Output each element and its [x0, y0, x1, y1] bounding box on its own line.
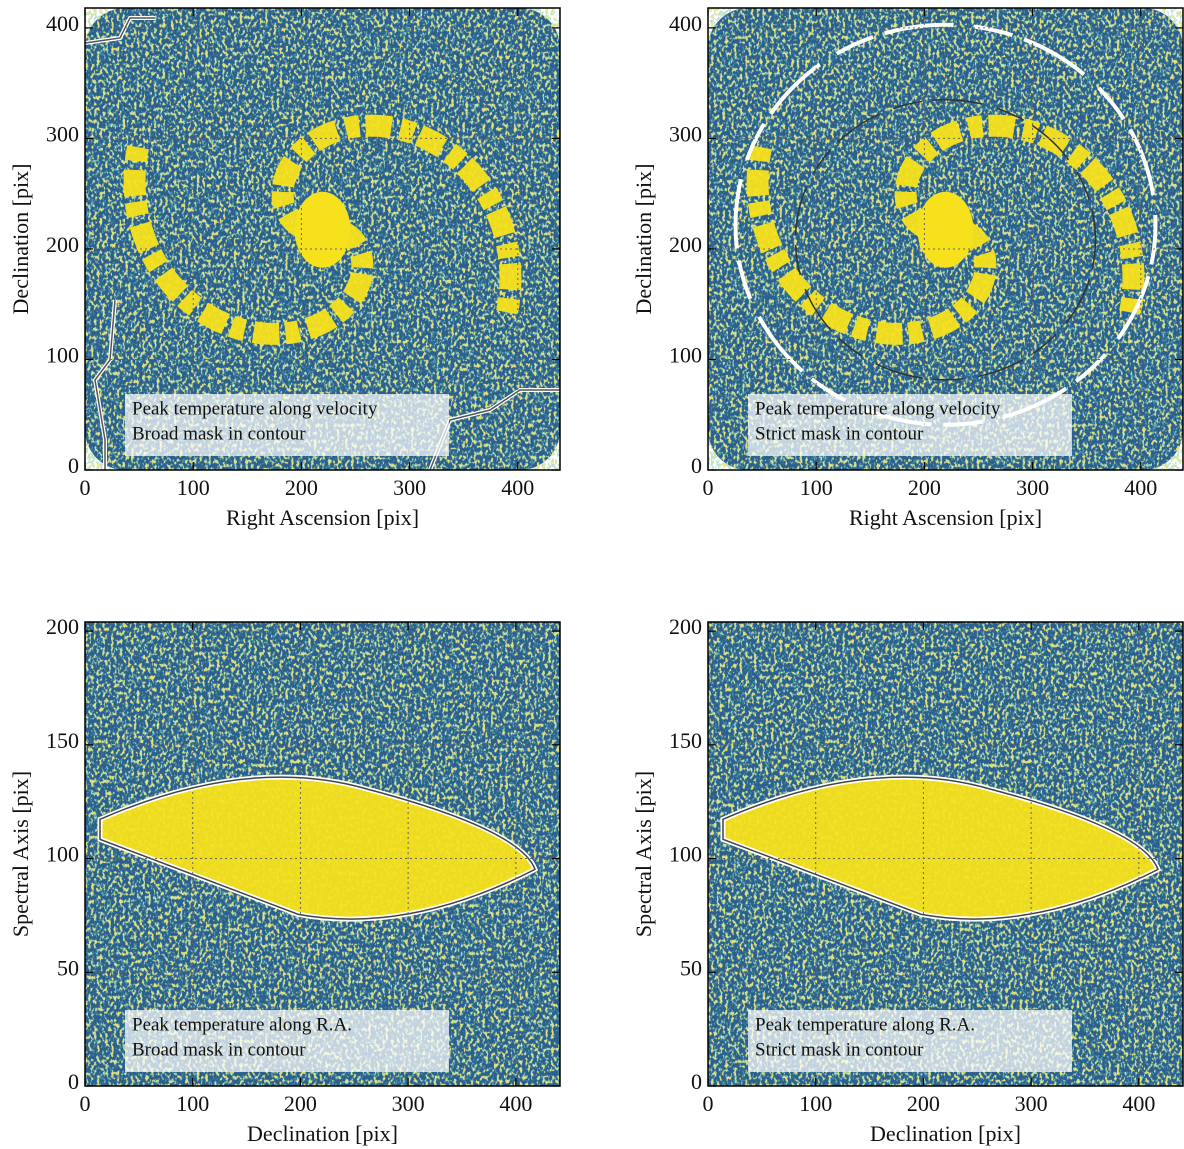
x-tick-label: 300 [1016, 475, 1049, 500]
axes-frame [84, 7, 561, 471]
x-tick-label: 400 [1122, 1091, 1155, 1116]
x-tick-label: 400 [1124, 475, 1157, 500]
mask-contour [99, 776, 536, 920]
x-axis-label: Declination [pix] [247, 1121, 398, 1146]
annotation-box [125, 394, 449, 456]
y-tick-label: 0 [68, 453, 79, 478]
axes: 0 100 200 300 400 0 100 200 300 400 Right Ascensio… [8, 7, 561, 530]
y-tick-label: 100 [46, 842, 79, 867]
x-tick-label: 400 [499, 1091, 532, 1116]
x-tick-label: 100 [800, 475, 833, 500]
y-tick-label: 100 [669, 842, 702, 867]
x-tick-label: 100 [799, 1091, 832, 1116]
panel [85, 8, 560, 470]
annotation: Peak temperature along R.A. [755, 1014, 975, 1035]
galaxy-core [917, 191, 974, 268]
y-tick-label: 200 [669, 614, 702, 639]
y-tick-label: 400 [669, 11, 702, 36]
axes: 0 100 200 300 400 0 50 100 150 200 Declination [pi… [8, 614, 561, 1146]
annotation: Peak temperature along velocity [132, 398, 378, 419]
annotation: Peak temperature along velocity [755, 398, 1001, 419]
y-tick-label: 200 [669, 232, 702, 257]
y-tick-label: 150 [46, 728, 79, 753]
y-tick-label: 150 [669, 728, 702, 753]
y-tick-label: 200 [46, 232, 79, 257]
x-tick-label: 0 [703, 475, 714, 500]
axes: 0 100 200 300 400 0 100 200 300 400 Right Ascensio… [631, 7, 1184, 530]
mask-contour [794, 99, 1097, 381]
spiral-arms [123, 114, 522, 345]
x-tick-label: 300 [393, 475, 426, 500]
panel [708, 622, 1183, 1086]
y-tick-label: 0 [68, 1069, 79, 1094]
y-axis-label: Spectral Axis [pix] [631, 771, 656, 937]
galaxy-core [294, 191, 351, 268]
x-tick-label: 100 [177, 475, 210, 500]
axes: 0 100 200 300 400 0 50 100 150 200 Declination [pi… [631, 614, 1184, 1146]
axes-frame [707, 621, 1184, 1087]
x-tick-label: 200 [285, 475, 318, 500]
y-axis-label: Declination [pix] [631, 164, 656, 315]
annotation-box [125, 1010, 449, 1072]
x-tick-label: 0 [80, 1091, 91, 1116]
spiral-arms [746, 114, 1145, 345]
emission-region [723, 777, 1158, 920]
y-tick-label: 100 [669, 343, 702, 368]
y-axis-label: Declination [pix] [8, 164, 33, 315]
x-axis-label: Declination [pix] [870, 1121, 1021, 1146]
y-tick-label: 50 [680, 955, 702, 980]
x-tick-label: 0 [80, 475, 91, 500]
mask-contour [722, 776, 1159, 920]
y-tick-label: 400 [46, 11, 79, 36]
x-tick-label: 300 [392, 1091, 425, 1116]
annotation-box [748, 1010, 1072, 1072]
emission-region [100, 777, 535, 920]
panel [85, 622, 560, 1086]
y-tick-label: 300 [669, 121, 702, 146]
x-axis-label: Right Ascension [pix] [849, 505, 1042, 530]
y-tick-label: 0 [691, 453, 702, 478]
x-tick-label: 100 [176, 1091, 209, 1116]
x-tick-label: 400 [501, 475, 534, 500]
axes-frame [84, 621, 561, 1087]
panel [708, 8, 1183, 470]
annotation-box [748, 394, 1072, 456]
annotation: Broad mask in contour [132, 1039, 306, 1060]
x-tick-label: 200 [908, 475, 941, 500]
annotation: Peak temperature along R.A. [132, 1014, 352, 1035]
annotation: Strict mask in contour [755, 423, 924, 444]
x-tick-label: 200 [907, 1091, 940, 1116]
annotation: Broad mask in contour [132, 423, 306, 444]
x-tick-label: 0 [703, 1091, 714, 1116]
y-tick-label: 100 [46, 343, 79, 368]
y-tick-label: 0 [691, 1069, 702, 1094]
annotation: Strict mask in contour [755, 1039, 924, 1060]
y-tick-label: 200 [46, 614, 79, 639]
x-axis-label: Right Ascension [pix] [226, 505, 419, 530]
axes-frame [707, 7, 1184, 471]
y-tick-label: 300 [46, 121, 79, 146]
x-tick-label: 200 [284, 1091, 317, 1116]
x-tick-label: 300 [1015, 1091, 1048, 1116]
y-tick-label: 50 [57, 955, 79, 980]
y-axis-label: Spectral Axis [pix] [8, 771, 33, 937]
